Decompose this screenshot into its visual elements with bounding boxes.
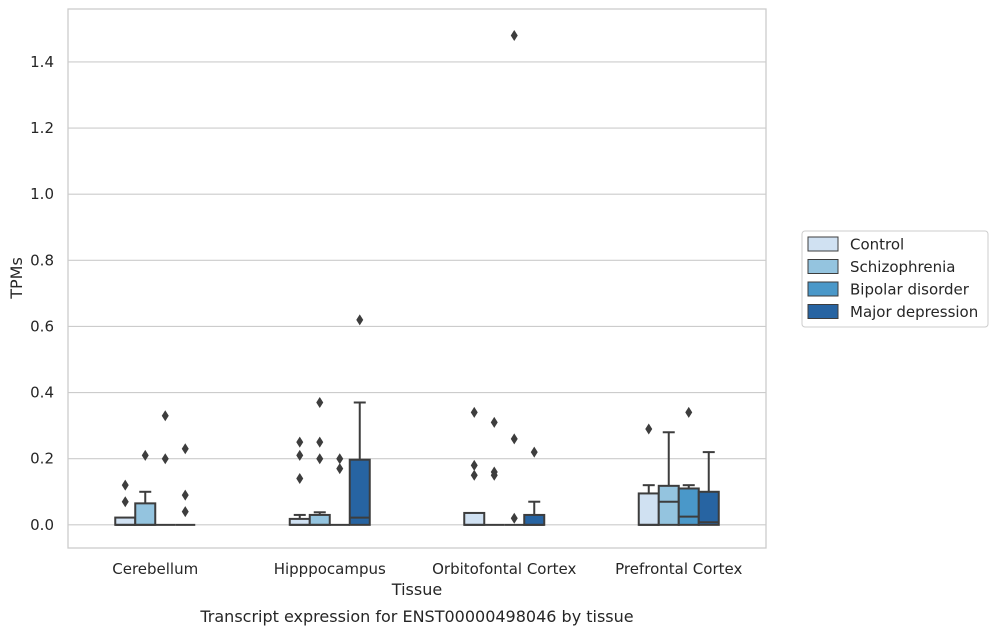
y-tick-label: 0.4 [30, 384, 54, 402]
box-group [484, 416, 505, 526]
y-tick-label: 1.0 [30, 185, 54, 203]
box [134, 502, 157, 526]
outlier-point [356, 314, 364, 326]
outlier-point [181, 443, 189, 455]
outlier-point [316, 453, 324, 465]
outlier-point [470, 406, 478, 418]
y-tick-label: 0.0 [30, 516, 54, 534]
box-group [308, 397, 331, 526]
outlier-point [510, 29, 518, 41]
plot-area-frame [67, 8, 767, 549]
x-tick-label: Hipppocampus [274, 560, 386, 578]
legend-swatch [807, 281, 839, 297]
box [114, 516, 137, 526]
outlier-point [141, 449, 149, 461]
y-tick-label: 0.2 [30, 450, 54, 468]
x-tick-label: Orbitofontal Cortex [432, 560, 576, 578]
box [308, 513, 331, 526]
box [348, 458, 371, 526]
x-axis-ticks: Cerebellum Hipppocampus Orbitofontal Corte… [112, 560, 742, 578]
outlier-point [296, 436, 304, 448]
y-tick-label: 0.8 [30, 251, 54, 269]
box-group [523, 446, 546, 526]
legend-label: Major depression [850, 303, 978, 321]
box [677, 487, 700, 526]
outlier-point [121, 496, 129, 508]
x-axis-label: Tissue [391, 580, 442, 599]
legend-swatch [807, 304, 839, 319]
outlier-point [161, 453, 169, 465]
outlier-point [181, 506, 189, 518]
legend-frame [801, 230, 989, 328]
box-group [329, 453, 350, 526]
y-axis-ticks: 0.0 0.2 0.4 0.6 0.8 1.0 1.2 1.4 [30, 53, 54, 534]
outlier-point [181, 489, 189, 501]
outlier-point [490, 416, 498, 428]
box-group [697, 451, 720, 526]
outlier-point [296, 449, 304, 461]
outlier-point [336, 453, 344, 465]
outlier-point [121, 479, 129, 491]
y-tick-label: 1.2 [30, 119, 54, 137]
outlier-point [161, 410, 169, 422]
box-group [114, 479, 137, 526]
outlier-point [510, 512, 518, 524]
outlier-point [685, 406, 693, 418]
box-group [504, 29, 525, 526]
box-group [134, 449, 157, 526]
grid-lines [68, 61, 766, 526]
x-tick-label: Prefrontal Cortex [615, 560, 742, 578]
legend-label: Schizophrenia [850, 258, 955, 276]
box-plot-marks [114, 29, 720, 526]
outlier-point [296, 473, 304, 485]
x-tick-label: Cerebellum [112, 560, 198, 578]
box-group [348, 314, 371, 526]
box [657, 484, 680, 526]
box-group [288, 436, 311, 526]
box [637, 492, 660, 526]
outlier-point [490, 466, 498, 478]
y-axis-label: TPMs [7, 257, 26, 300]
box-group [677, 406, 700, 526]
legend: Control Schizophrenia Bipolar disorder Majo… [801, 230, 989, 328]
box-group [155, 410, 176, 526]
outlier-point [470, 459, 478, 471]
box [697, 490, 720, 526]
box-group [463, 406, 486, 526]
box [523, 513, 546, 526]
legend-label: Control [850, 236, 904, 254]
box-group [637, 423, 660, 526]
y-tick-label: 1.4 [30, 53, 54, 71]
chart-title: Transcript expression for ENST0000049804… [199, 607, 633, 626]
box-group [657, 431, 680, 526]
outlier-point [645, 423, 653, 435]
outlier-point [336, 463, 344, 475]
outlier-point [530, 446, 538, 458]
box-group [175, 443, 196, 526]
outlier-point [510, 433, 518, 445]
legend-swatch [807, 259, 839, 274]
outlier-point [470, 469, 478, 481]
outlier-point [316, 397, 324, 409]
box [463, 511, 486, 526]
legend-label: Bipolar disorder [850, 281, 970, 299]
outlier-point [316, 436, 324, 448]
legend-swatch [807, 236, 839, 252]
y-tick-label: 0.6 [30, 317, 54, 335]
